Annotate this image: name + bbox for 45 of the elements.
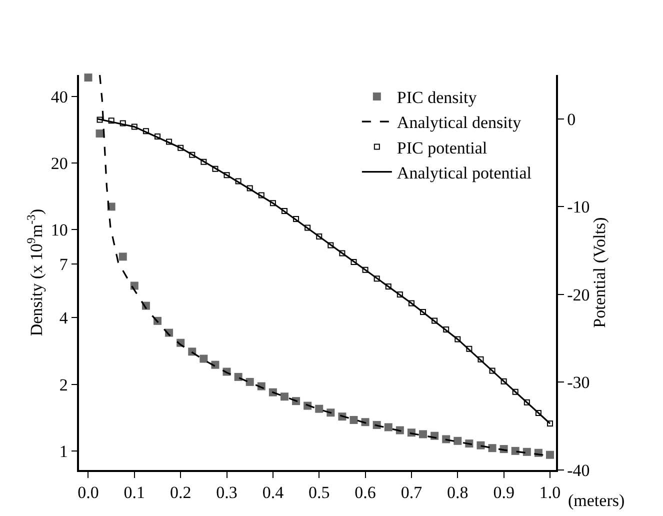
y-tick-label: 4	[59, 308, 68, 328]
point	[246, 378, 254, 386]
point	[522, 448, 531, 456]
y-tick-label: 7	[59, 254, 68, 274]
x-tick-label: 0.4	[262, 483, 284, 502]
x-tick-label: 0.6	[354, 483, 376, 502]
x-tick-label: 0.9	[493, 483, 514, 502]
point	[384, 423, 392, 432]
y2-tick-label: -40	[567, 460, 590, 480]
legend-label: PIC potential	[396, 138, 488, 158]
x-tick-label: 1.0	[539, 483, 561, 502]
point	[315, 404, 324, 413]
point	[546, 450, 554, 459]
y-tick-label: 40	[50, 87, 68, 106]
y2-tick-label: -30	[567, 373, 590, 392]
x-tick-label: 0.3	[216, 483, 238, 502]
y-tick-label: 2	[59, 375, 68, 394]
x-tick-label: 0.2	[170, 483, 192, 502]
point	[118, 252, 127, 261]
y-tick-label: 20	[50, 154, 68, 173]
y2-axis-title: Potential (Volts)	[590, 217, 609, 328]
point	[419, 430, 428, 438]
point	[234, 372, 242, 381]
point	[488, 444, 496, 452]
point	[511, 446, 520, 455]
point	[350, 416, 358, 424]
point	[84, 74, 92, 82]
point	[476, 441, 485, 450]
point	[280, 392, 288, 401]
legend-label: Analytical potential	[396, 163, 532, 182]
x-tick-label: 0.0	[78, 483, 99, 502]
x-tick-label: 0.8	[447, 483, 468, 502]
y-tick-label: 1	[59, 442, 68, 461]
x-tick-label: 0.7	[400, 483, 423, 502]
point	[454, 436, 462, 445]
x-tick-label: 0.5	[308, 483, 330, 502]
legend-label: Analytical density	[396, 113, 522, 132]
legend-label: PIC density	[396, 88, 478, 108]
y-tick-label: 10	[50, 220, 68, 240]
x-axis-title: (meters)	[568, 491, 625, 510]
x-tick-label: 0.1	[124, 483, 146, 502]
point	[200, 354, 208, 363]
y2-tick-label: -20	[567, 285, 590, 304]
y2-tick-label: -10	[567, 198, 590, 217]
y2-tick-label: 0	[567, 110, 576, 129]
